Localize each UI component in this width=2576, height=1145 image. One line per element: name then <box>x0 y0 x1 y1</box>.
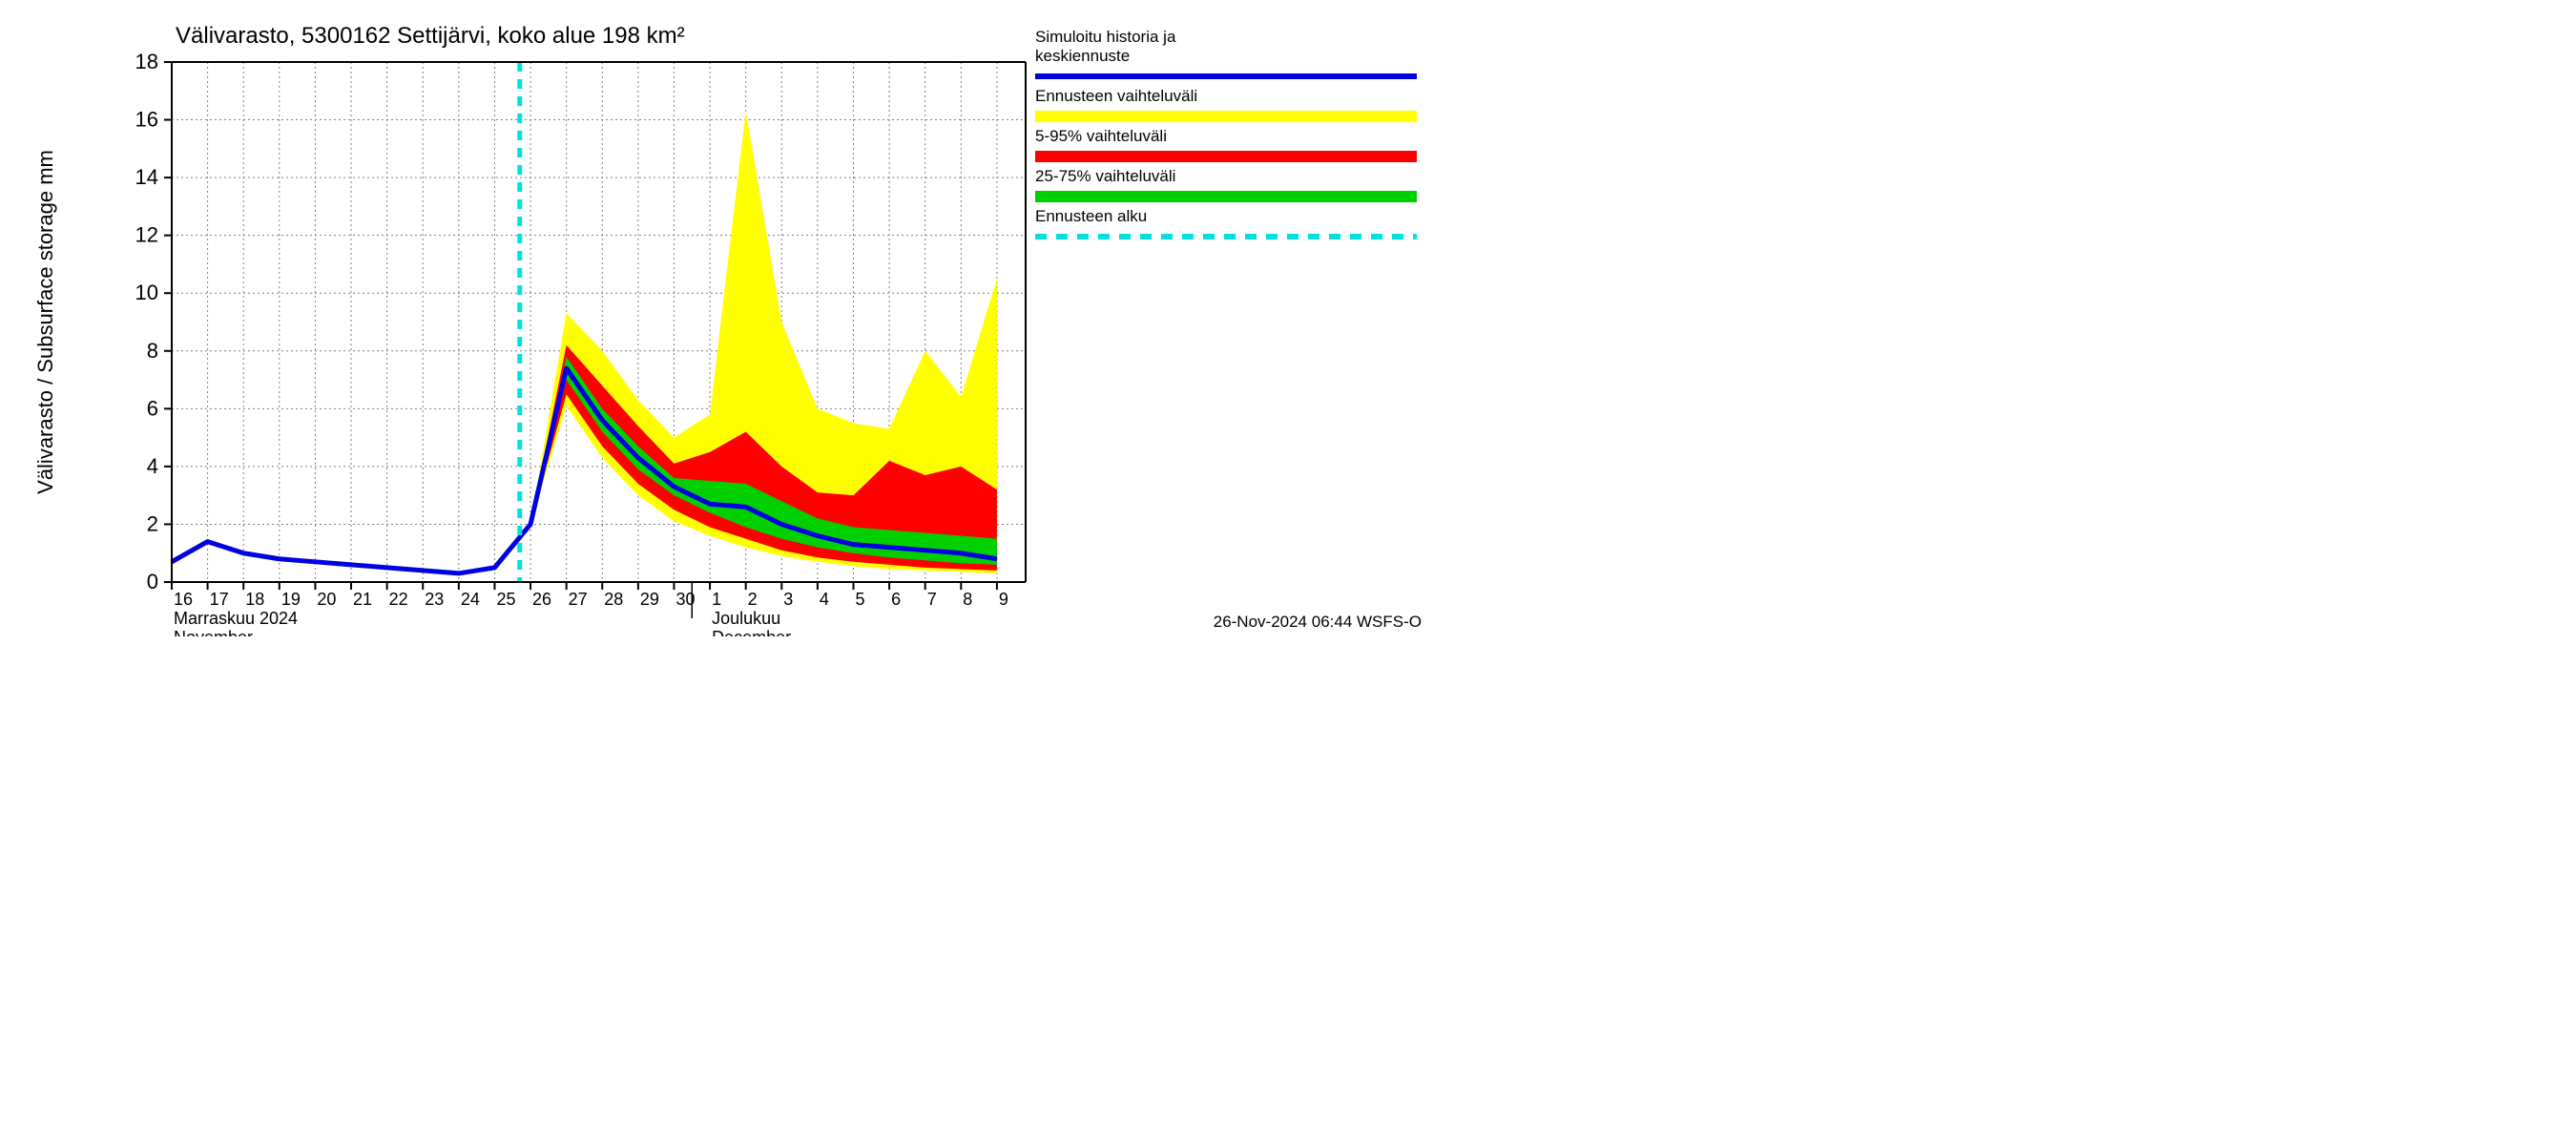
x-tick-label: 29 <box>640 590 659 609</box>
y-tick-label: 14 <box>135 165 158 189</box>
y-tick-label: 6 <box>147 396 158 420</box>
x-tick-label: 9 <box>999 590 1008 609</box>
x-tick-label: 20 <box>317 590 336 609</box>
legend-label: Ennusteen vaihteluväli <box>1035 87 1197 105</box>
y-tick-label: 12 <box>135 223 158 247</box>
x-tick-label: 8 <box>963 590 972 609</box>
x-tick-label: 6 <box>891 590 901 609</box>
month-label: November <box>174 628 253 636</box>
chart-bg <box>0 0 1431 636</box>
y-tick-label: 16 <box>135 108 158 132</box>
x-tick-label: 19 <box>281 590 301 609</box>
x-tick-label: 24 <box>461 590 480 609</box>
x-tick-label: 27 <box>569 590 588 609</box>
legend-label: Ennusteen alku <box>1035 207 1147 225</box>
legend-swatch <box>1035 151 1417 162</box>
month-label: Joulukuu <box>712 609 780 628</box>
legend-swatch <box>1035 191 1417 202</box>
legend-label: Simuloitu historia ja <box>1035 28 1176 46</box>
y-axis-label: Välivarasto / Subsurface storage mm <box>33 150 57 494</box>
x-tick-label: 2 <box>748 590 758 609</box>
x-tick-label: 4 <box>820 590 829 609</box>
chart-title: Välivarasto, 5300162 Settijärvi, koko al… <box>176 23 685 49</box>
x-tick-label: 7 <box>927 590 937 609</box>
x-tick-label: 21 <box>353 590 372 609</box>
x-tick-label: 1 <box>712 590 721 609</box>
x-tick-label: 18 <box>245 590 264 609</box>
y-tick-label: 8 <box>147 339 158 363</box>
x-tick-label: 17 <box>210 590 229 609</box>
legend-label: keskiennuste <box>1035 47 1130 65</box>
chart-svg: 0246810121416181617181920212223242526272… <box>0 0 1431 636</box>
y-tick-label: 2 <box>147 511 158 535</box>
x-tick-label: 5 <box>855 590 864 609</box>
y-tick-label: 4 <box>147 454 158 478</box>
x-tick-label: 23 <box>425 590 444 609</box>
y-tick-label: 0 <box>147 570 158 593</box>
y-tick-label: 10 <box>135 281 158 304</box>
legend-swatch <box>1035 111 1417 122</box>
y-tick-label: 18 <box>135 50 158 73</box>
x-tick-label: 28 <box>604 590 623 609</box>
footer-text: 26-Nov-2024 06:44 WSFS-O <box>1214 613 1422 631</box>
legend-label: 25-75% vaihteluväli <box>1035 167 1175 185</box>
month-label: Marraskuu 2024 <box>174 609 298 628</box>
chart-container: 0246810121416181617181920212223242526272… <box>0 0 1431 636</box>
x-tick-label: 16 <box>174 590 193 609</box>
x-tick-label: 26 <box>532 590 551 609</box>
x-tick-label: 22 <box>389 590 408 609</box>
x-tick-label: 25 <box>496 590 515 609</box>
x-tick-label: 3 <box>783 590 793 609</box>
month-label: December <box>712 628 791 636</box>
legend-label: 5-95% vaihteluväli <box>1035 127 1167 145</box>
